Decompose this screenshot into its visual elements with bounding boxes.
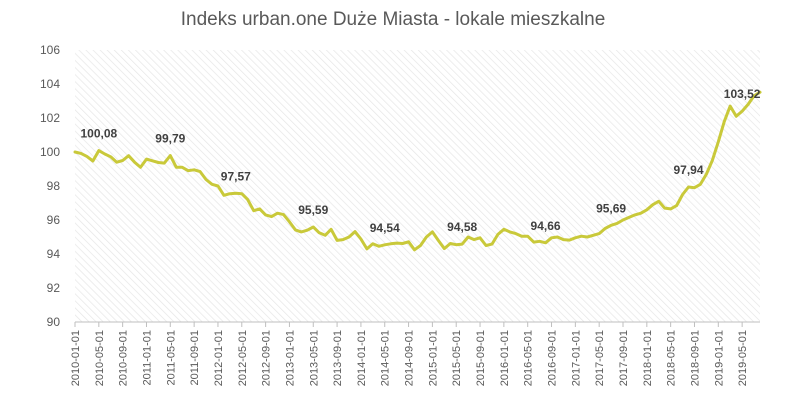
x-tick-label: 2012-09-01 — [261, 330, 273, 386]
x-tick-label: 2018-01-01 — [642, 330, 654, 386]
y-axis: 90 92 94 96 98 100 102 104 106 — [40, 43, 60, 329]
x-tick-label: 2017-05-01 — [594, 330, 606, 386]
y-tick-label: 100 — [40, 145, 60, 159]
data-label: 94,54 — [370, 221, 400, 235]
x-tick-label: 2013-01-01 — [284, 330, 296, 386]
x-tick-label: 2013-05-01 — [308, 330, 320, 386]
x-tick-label: 2016-05-01 — [523, 330, 535, 386]
data-label: 97,57 — [221, 169, 251, 183]
x-tick-label: 2018-09-01 — [689, 330, 701, 386]
x-tick-label: 2015-05-01 — [451, 330, 463, 386]
x-tick-label: 2018-05-01 — [666, 330, 678, 386]
x-tick-label: 2013-09-01 — [332, 330, 344, 386]
y-tick-label: 96 — [47, 213, 61, 227]
x-tick-label: 2019-01-01 — [713, 330, 725, 386]
x-tick-label: 2012-01-01 — [213, 330, 225, 386]
x-tick-label: 2014-01-01 — [356, 330, 368, 386]
x-axis: 2010-01-01 2010-05-01 2010-09-01 2011-01-01… — [70, 322, 749, 386]
x-tick-label: 2010-01-01 — [70, 330, 82, 386]
y-tick-label: 94 — [47, 247, 61, 261]
x-tick-label: 2019-05-01 — [737, 330, 749, 386]
data-label: 97,94 — [674, 163, 704, 177]
y-tick-label: 104 — [40, 77, 60, 91]
x-tick-label: 2010-05-01 — [94, 330, 106, 386]
x-tick-label: 2014-09-01 — [404, 330, 416, 386]
x-tick-label: 2014-05-01 — [380, 330, 392, 386]
y-tick-label: 92 — [47, 281, 61, 295]
data-label: 95,59 — [298, 203, 328, 217]
x-tick-label: 2011-09-01 — [189, 330, 201, 385]
x-tick-label: 2017-01-01 — [570, 330, 582, 386]
x-tick-label: 2017-09-01 — [618, 330, 630, 386]
x-tick-label: 2011-05-01 — [165, 330, 177, 385]
x-tick-label: 2015-01-01 — [427, 330, 439, 386]
y-tick-label: 90 — [47, 315, 61, 329]
x-tick-label: 2015-09-01 — [475, 330, 487, 386]
data-label: 94,58 — [447, 220, 477, 234]
data-label: 94,66 — [531, 219, 561, 233]
x-tick-label: 2011-01-01 — [141, 330, 153, 385]
x-tick-label: 2010-09-01 — [118, 330, 130, 386]
data-labels: 100,08 99,79 97,57 95,59 94,54 94,58 94,66 95,6… — [80, 87, 760, 235]
data-label: 103,52 — [724, 87, 761, 101]
y-tick-label: 98 — [47, 179, 61, 193]
y-tick-label: 102 — [40, 111, 60, 125]
y-tick-label: 106 — [40, 43, 60, 57]
data-label: 99,79 — [155, 132, 185, 146]
chart-title: Indeks urban.one Duże Miasta - lokale mi… — [181, 9, 606, 30]
plot-area — [75, 50, 760, 322]
x-tick-label: 2016-01-01 — [499, 330, 511, 386]
series-line — [73, 90, 762, 252]
x-tick-label: 2016-09-01 — [547, 330, 559, 386]
data-label: 95,69 — [596, 201, 626, 215]
x-tick-label: 2012-05-01 — [237, 330, 249, 386]
data-label: 100,08 — [80, 127, 117, 141]
